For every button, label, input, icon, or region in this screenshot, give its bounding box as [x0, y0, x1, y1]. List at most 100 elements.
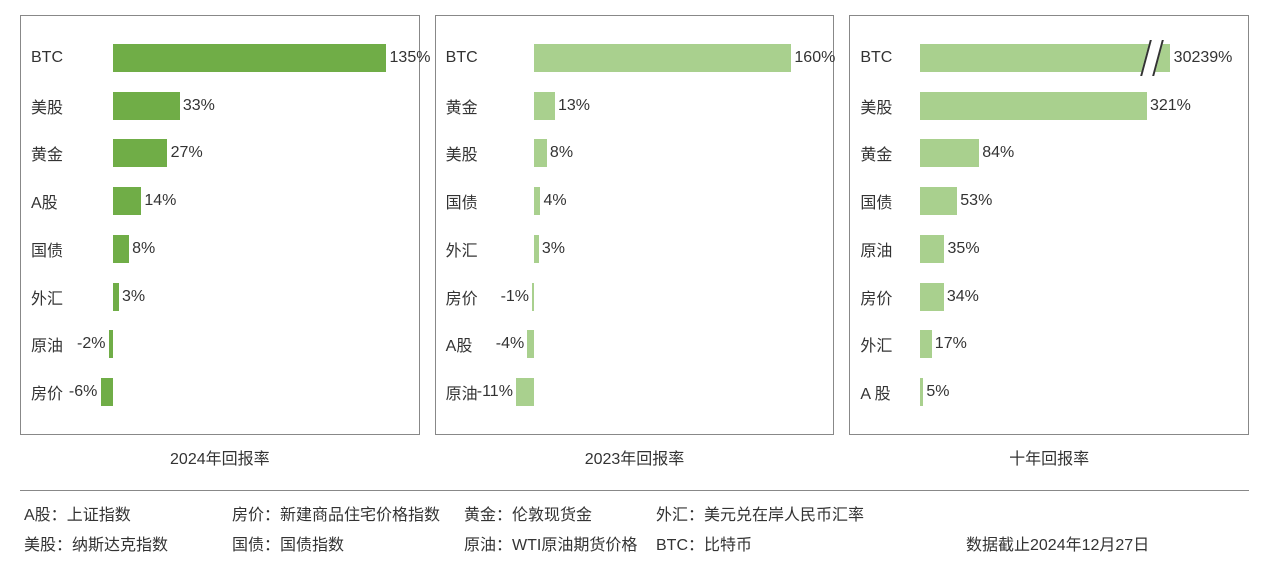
chart-panel-1: BTC160%黄金13%美股8%国债4%外汇3%房价-1%A股-4%原油-11%…	[435, 15, 835, 469]
bar-row: 国债 4%	[446, 179, 824, 223]
bar-row: 外汇 3%	[31, 275, 409, 319]
bar-row: BTC135%	[31, 36, 409, 80]
bar-category-label: 国债	[31, 237, 87, 261]
legend-label: BTC：	[656, 537, 704, 554]
bar-rect	[920, 139, 979, 167]
bar-rect	[532, 283, 534, 311]
bar-value-label: 160%	[794, 49, 835, 67]
bar-track: 3%	[87, 275, 409, 319]
legend-label: 美股：	[24, 537, 72, 554]
bar-value-label: 4%	[543, 192, 566, 210]
legend-row: 美股：纳斯达克指数国债：国债指数原油：WTI原油期货价格BTC：比特币数据截止2…	[24, 531, 1245, 555]
legend-desc: 伦敦现货金	[512, 507, 592, 524]
bar-value-label: 35%	[948, 240, 980, 258]
bar-category-label: 美股	[446, 141, 502, 165]
bar-value-label: -1%	[501, 288, 529, 306]
bar-track: 321%	[916, 84, 1238, 128]
bar-track: 14%	[87, 179, 409, 223]
legend-item: BTC：比特币	[656, 531, 906, 555]
bar-track: 84%	[916, 131, 1238, 175]
bar-row: 黄金84%	[860, 131, 1238, 175]
bar-track: 17%	[916, 322, 1238, 366]
bar-category-label: A股	[31, 189, 87, 213]
bar-track: -1%	[502, 275, 824, 319]
bar-track: 135%	[87, 36, 409, 80]
bar-track: 8%	[87, 227, 409, 271]
bar-rect	[920, 92, 1147, 120]
bar-row: A 股5%	[860, 370, 1238, 414]
bar-category-label: 美股	[31, 94, 87, 118]
bar-value-label: 321%	[1150, 97, 1191, 115]
bar-rect	[527, 330, 533, 358]
chart-box: BTC30239%美股321%黄金84%国债53%原油35%房价34%外汇17%…	[849, 15, 1249, 435]
bar-rect	[920, 235, 945, 263]
legend-label: 国债：	[232, 537, 280, 554]
legend-desc: 新建商品住宅价格指数	[280, 507, 440, 524]
bar-rect	[534, 187, 540, 215]
bar-track: 5%	[916, 370, 1238, 414]
bar-track: 53%	[916, 179, 1238, 223]
bar-track: 27%	[87, 131, 409, 175]
chart-panel-2: BTC30239%美股321%黄金84%国债53%原油35%房价34%外汇17%…	[849, 15, 1249, 469]
bar-row: A股14%	[31, 179, 409, 223]
legend-desc: 国债指数	[280, 537, 344, 554]
legend-label: 原油：	[464, 537, 512, 554]
bar-value-label: 8%	[132, 240, 155, 258]
bar-row: A股-4%	[446, 322, 824, 366]
bar-category-label: 黄金	[446, 94, 502, 118]
bar-track: 3%	[502, 227, 824, 271]
bar-rect	[113, 187, 141, 215]
bar-value-label: 30239%	[1174, 49, 1233, 67]
bar-row: 国债53%	[860, 179, 1238, 223]
bar-row: 国债 8%	[31, 227, 409, 271]
bar-category-label: 外汇	[31, 285, 87, 309]
bar-category-label: 美股	[860, 94, 916, 118]
legend-label: 外汇：	[656, 507, 704, 524]
chart-box: BTC135%美股33%黄金27%A股14%国债8%外汇3%原油-2%房价-6%	[20, 15, 420, 435]
bar-rect	[113, 92, 180, 120]
data-cutoff-footnote: 数据截止2024年12月27日	[966, 531, 1149, 555]
legend-area: A股：上证指数房价：新建商品住宅价格指数黄金：伦敦现货金外汇：美元兑在岸人民币汇…	[10, 501, 1259, 555]
bar-value-label: 27%	[171, 144, 203, 162]
bar-rect	[920, 283, 944, 311]
legend-item: A股：上证指数	[24, 501, 232, 525]
bar-category-label: BTC	[860, 49, 916, 67]
bar-track: 8%	[502, 131, 824, 175]
legend-item: 黄金：伦敦现货金	[464, 501, 656, 525]
bar-value-label: 3%	[122, 288, 145, 306]
bar-rect	[113, 235, 129, 263]
bar-category-label: BTC	[31, 49, 87, 67]
bar-category-label: 外汇	[860, 332, 916, 356]
bar-category-label: 房价	[860, 285, 916, 309]
bar-row: 原油-11%	[446, 370, 824, 414]
chart-box: BTC160%黄金13%美股8%国债4%外汇3%房价-1%A股-4%原油-11%	[435, 15, 835, 435]
legend-item: 原油：WTI原油期货价格	[464, 531, 656, 555]
bar-value-label: -11%	[477, 383, 513, 401]
bar-category-label: A 股	[860, 380, 916, 404]
bar-value-label: -2%	[77, 335, 105, 353]
bar-row: 原油-2%	[31, 322, 409, 366]
bar-rect	[920, 187, 958, 215]
bar-value-label: -4%	[496, 335, 524, 353]
bar-rect	[920, 44, 1171, 72]
bar-value-label: 33%	[183, 97, 215, 115]
bar-category-label: 国债	[860, 189, 916, 213]
bar-row: BTC160%	[446, 36, 824, 80]
bar-row: 黄金13%	[446, 84, 824, 128]
bar-rect	[516, 378, 534, 406]
legend-desc: 比特币	[704, 537, 752, 554]
bar-rect	[113, 283, 119, 311]
bar-rect	[534, 44, 791, 72]
bar-category-label: 国债	[446, 189, 502, 213]
legend-desc: WTI原油期货价格	[512, 537, 637, 554]
chart-title: 2024年回报率	[20, 445, 420, 469]
bar-value-label: 84%	[982, 144, 1014, 162]
bar-category-label: BTC	[446, 49, 502, 67]
legend-item: 美股：纳斯达克指数	[24, 531, 232, 555]
chart-panel-0: BTC135%美股33%黄金27%A股14%国债8%外汇3%原油-2%房价-6%…	[20, 15, 420, 469]
bar-track: 30239%	[916, 36, 1238, 80]
bar-track: 35%	[916, 227, 1238, 271]
legend-label: A股：	[24, 507, 67, 524]
bar-row: 外汇3%	[446, 227, 824, 271]
bar-rect	[534, 139, 547, 167]
